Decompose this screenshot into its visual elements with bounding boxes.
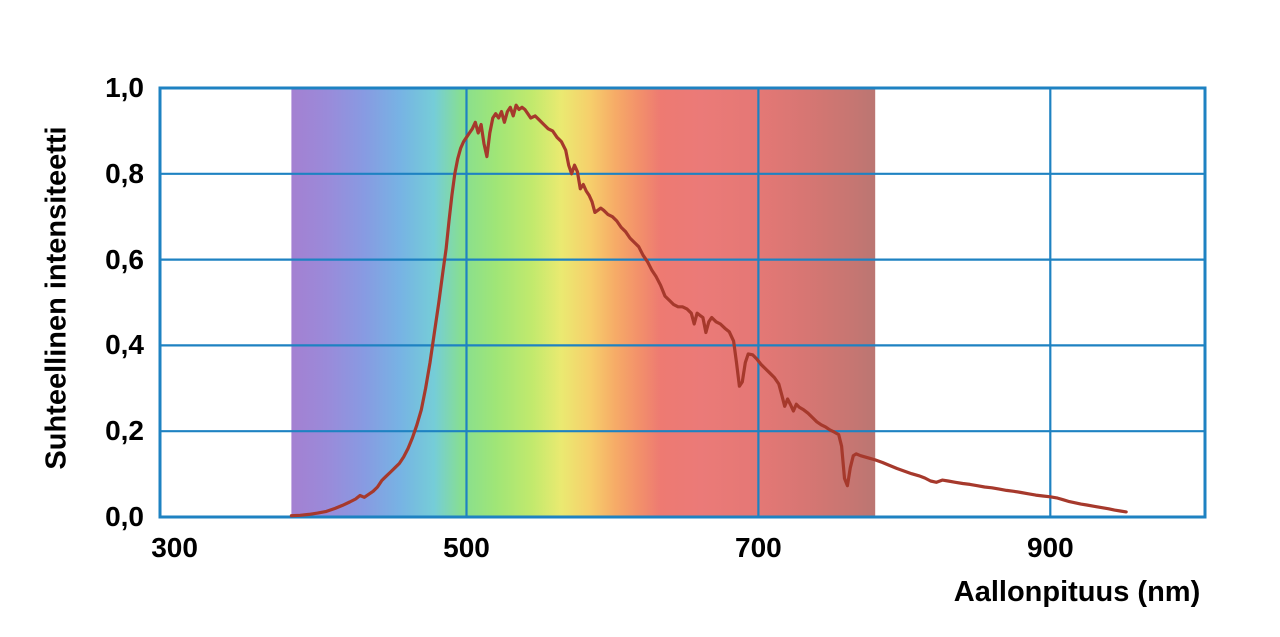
x-axis-title: Aallonpituus (nm) <box>953 576 1201 608</box>
y-tick-label: 1,0 <box>105 72 144 103</box>
visible-spectrum-band <box>291 88 876 517</box>
x-tick-label: 500 <box>443 532 490 563</box>
intensity-curve <box>289 103 1128 518</box>
x-tick-label: 300 <box>151 532 198 563</box>
y-tick-label: 0,4 <box>105 329 144 361</box>
y-tick-label: 0,2 <box>105 415 144 447</box>
y-tick-label: 0,0 <box>105 501 144 532</box>
y-tick-label: 0,6 <box>105 243 144 275</box>
x-tick-label: 900 <box>1026 532 1074 563</box>
y-axis-title: Suhteellinen intensiteetti <box>40 126 73 470</box>
plot-border <box>158 86 1207 519</box>
y-tick-label: 0,8 <box>105 157 144 189</box>
x-tick-label: 700 <box>735 532 782 563</box>
